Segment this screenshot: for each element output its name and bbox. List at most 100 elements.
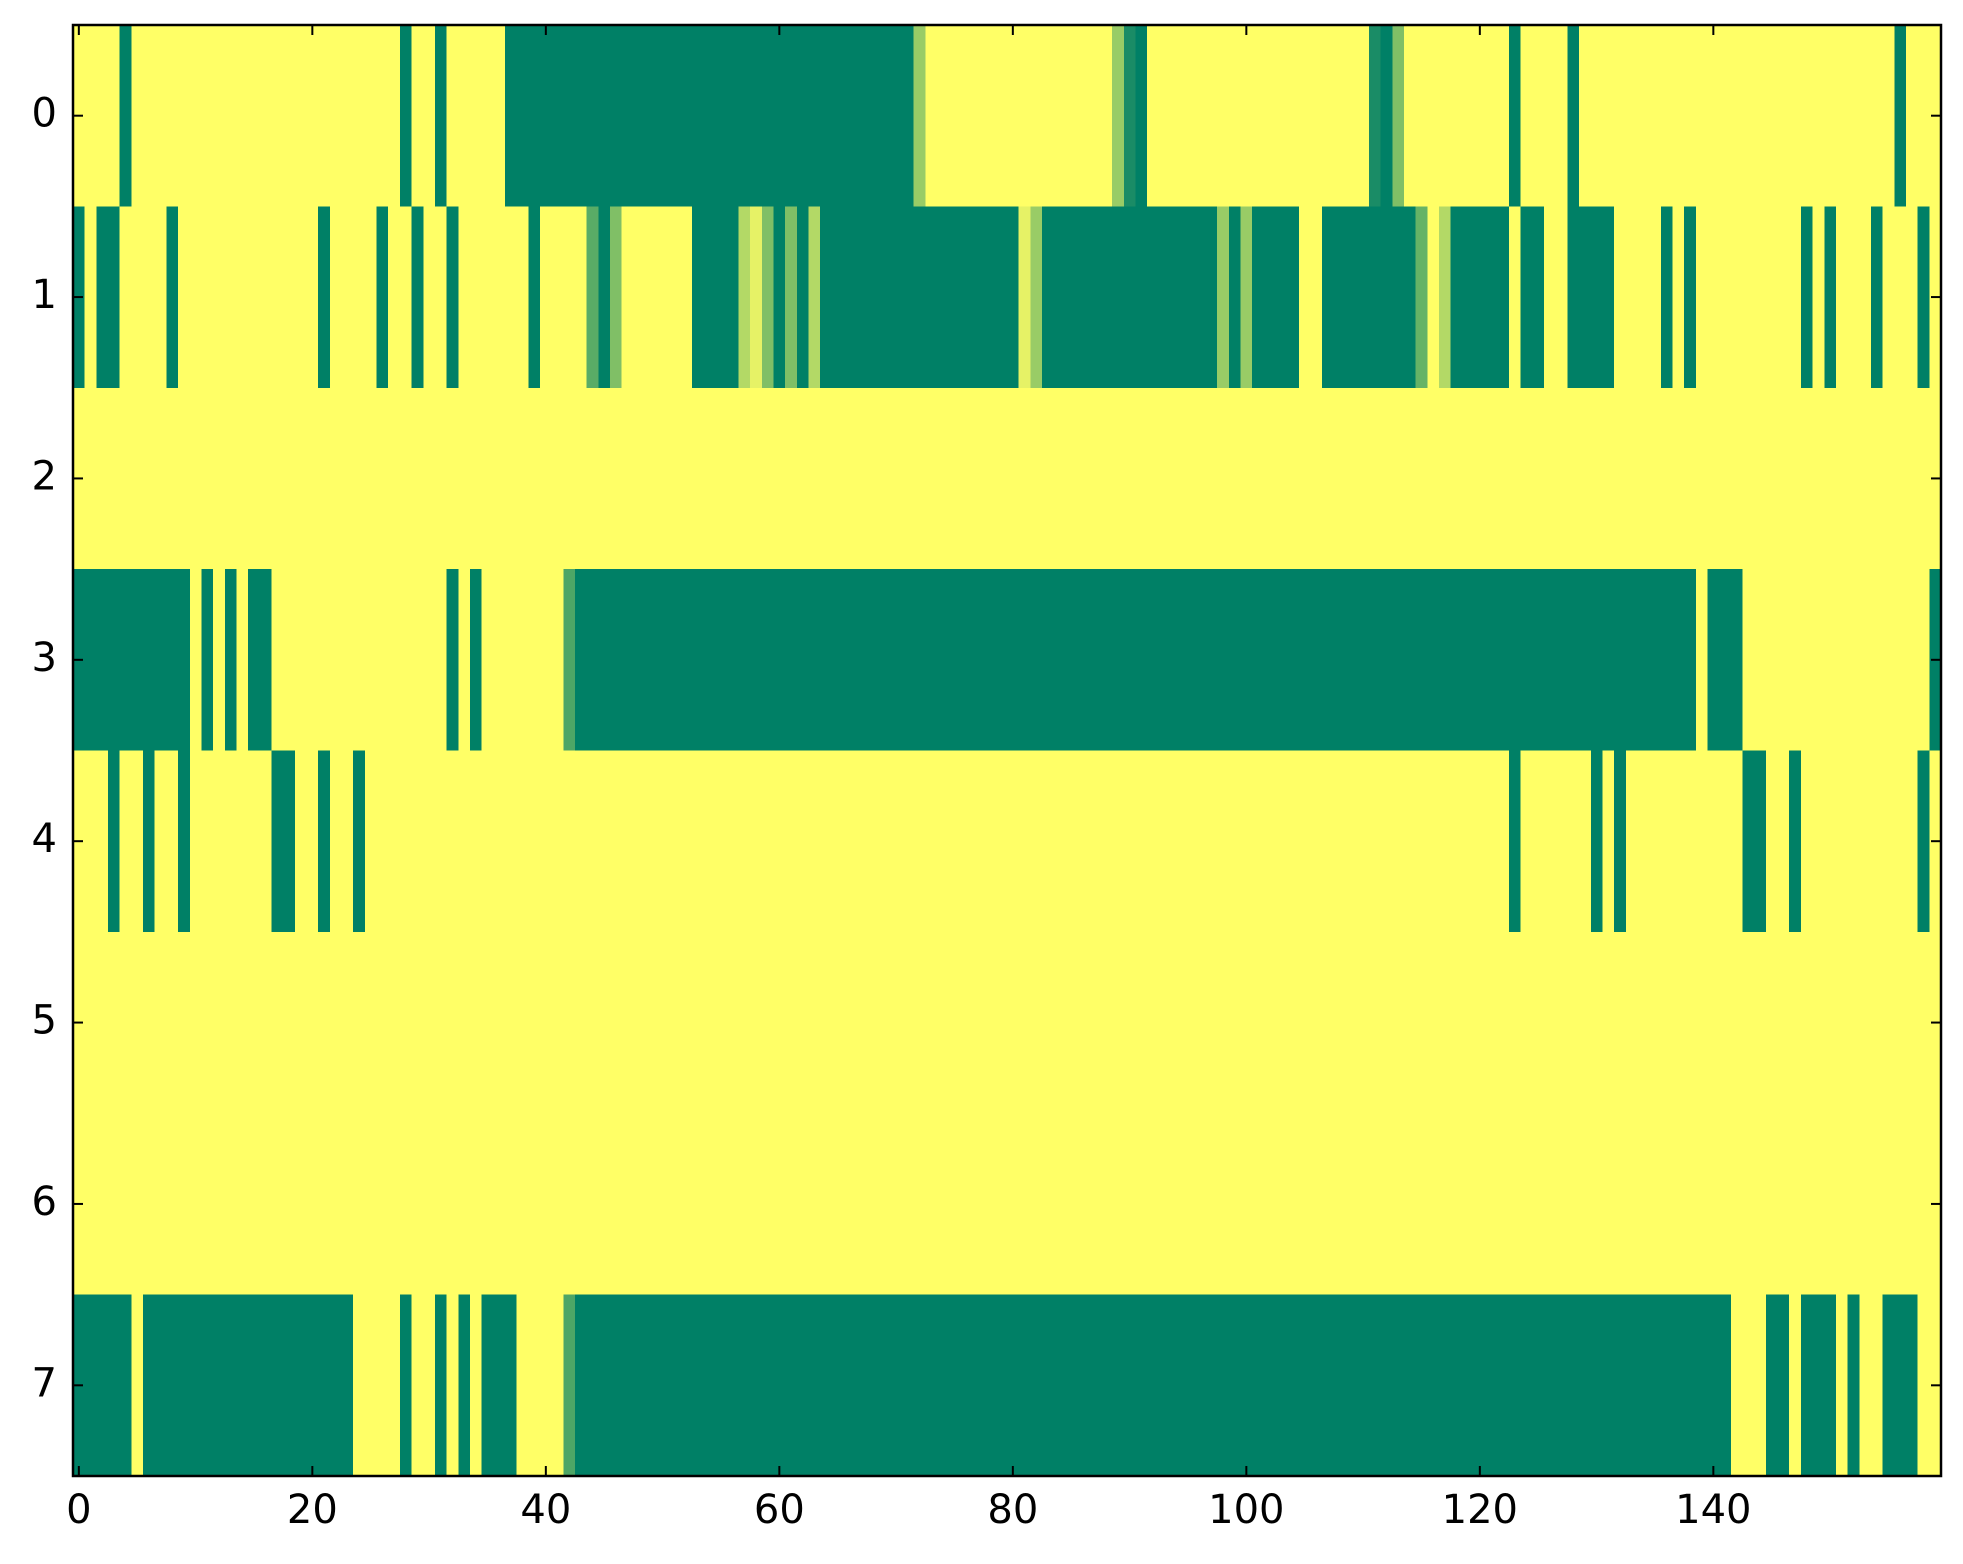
cell [1894, 750, 1907, 933]
cell [469, 1294, 483, 1477]
cell [1894, 25, 1907, 207]
cell [668, 206, 681, 389]
cell [1754, 25, 1767, 207]
cell [1870, 1113, 1884, 1296]
cell [1742, 387, 1755, 570]
cell [668, 931, 681, 1114]
cell [1637, 931, 1650, 1114]
cell [1018, 387, 1031, 570]
cell [1917, 25, 1930, 207]
cell [1205, 25, 1218, 207]
cell [1800, 25, 1814, 207]
cell [866, 931, 880, 1114]
cell [1882, 931, 1895, 1114]
cell [1415, 206, 1428, 389]
cell [248, 1113, 261, 1296]
cell [423, 931, 436, 1114]
cell [785, 25, 798, 207]
cell [213, 569, 226, 752]
cell [528, 206, 541, 389]
cell [1847, 1113, 1860, 1296]
cell [1100, 206, 1113, 389]
cell [1765, 931, 1779, 1114]
cell [481, 206, 494, 389]
cell [1812, 387, 1825, 570]
cell [773, 25, 786, 207]
cell [645, 387, 658, 570]
cell [213, 1294, 226, 1477]
cell [528, 387, 541, 570]
cell [1077, 1113, 1090, 1296]
cell [1754, 569, 1767, 752]
cell [1602, 931, 1615, 1114]
cell [785, 387, 798, 570]
cell [143, 750, 156, 933]
cell [1333, 387, 1347, 570]
cell [1660, 750, 1674, 933]
cell [108, 750, 121, 933]
cell [621, 1113, 634, 1296]
cell [1462, 750, 1475, 933]
cell [808, 750, 821, 933]
cell [516, 569, 529, 752]
cell [1590, 569, 1604, 752]
cell [1777, 1113, 1790, 1296]
cell [1707, 1294, 1720, 1477]
cell [1579, 1294, 1592, 1477]
cell [1275, 569, 1288, 752]
cell [1602, 569, 1615, 752]
cell [1649, 1294, 1662, 1477]
cell [259, 931, 273, 1114]
cell [469, 569, 483, 752]
cell [294, 25, 308, 207]
cell [1905, 1294, 1919, 1477]
cell [1217, 206, 1230, 389]
cell [248, 387, 261, 570]
cell [201, 1294, 214, 1477]
cell [516, 1294, 529, 1477]
cell [703, 206, 716, 389]
cell [621, 1294, 634, 1477]
cell [1649, 750, 1662, 933]
cell [96, 25, 109, 207]
cell [493, 1294, 506, 1477]
cell [1905, 569, 1919, 752]
cell [1450, 1113, 1463, 1296]
cell [1345, 569, 1358, 752]
cell [399, 1113, 413, 1296]
cell [1497, 931, 1510, 1114]
cell [820, 931, 833, 1114]
cell [131, 1294, 144, 1477]
cell [1835, 1113, 1849, 1296]
cell [1018, 206, 1031, 389]
cell [458, 387, 471, 570]
cell [575, 931, 588, 1114]
cell [1112, 387, 1125, 570]
cell [645, 750, 658, 933]
cell [1053, 569, 1066, 752]
cell [306, 1294, 319, 1477]
cell [1882, 750, 1895, 933]
cell [1053, 1294, 1066, 1477]
cell [248, 1294, 261, 1477]
cell [890, 1294, 903, 1477]
cell [1625, 931, 1639, 1114]
cell [411, 387, 424, 570]
cell [1123, 569, 1137, 752]
cell [1602, 25, 1615, 207]
cell [143, 931, 156, 1114]
cell [1707, 1113, 1720, 1296]
cell [610, 931, 623, 1114]
cell [1158, 206, 1172, 389]
cell [283, 569, 296, 752]
cell [1544, 25, 1557, 207]
cell [1520, 931, 1533, 1114]
cell [1777, 931, 1790, 1114]
cell [680, 750, 693, 933]
cell [1579, 569, 1592, 752]
cell [1660, 1113, 1674, 1296]
cell [1847, 206, 1860, 389]
cell [971, 750, 985, 933]
cell [1672, 387, 1685, 570]
cell [213, 387, 226, 570]
